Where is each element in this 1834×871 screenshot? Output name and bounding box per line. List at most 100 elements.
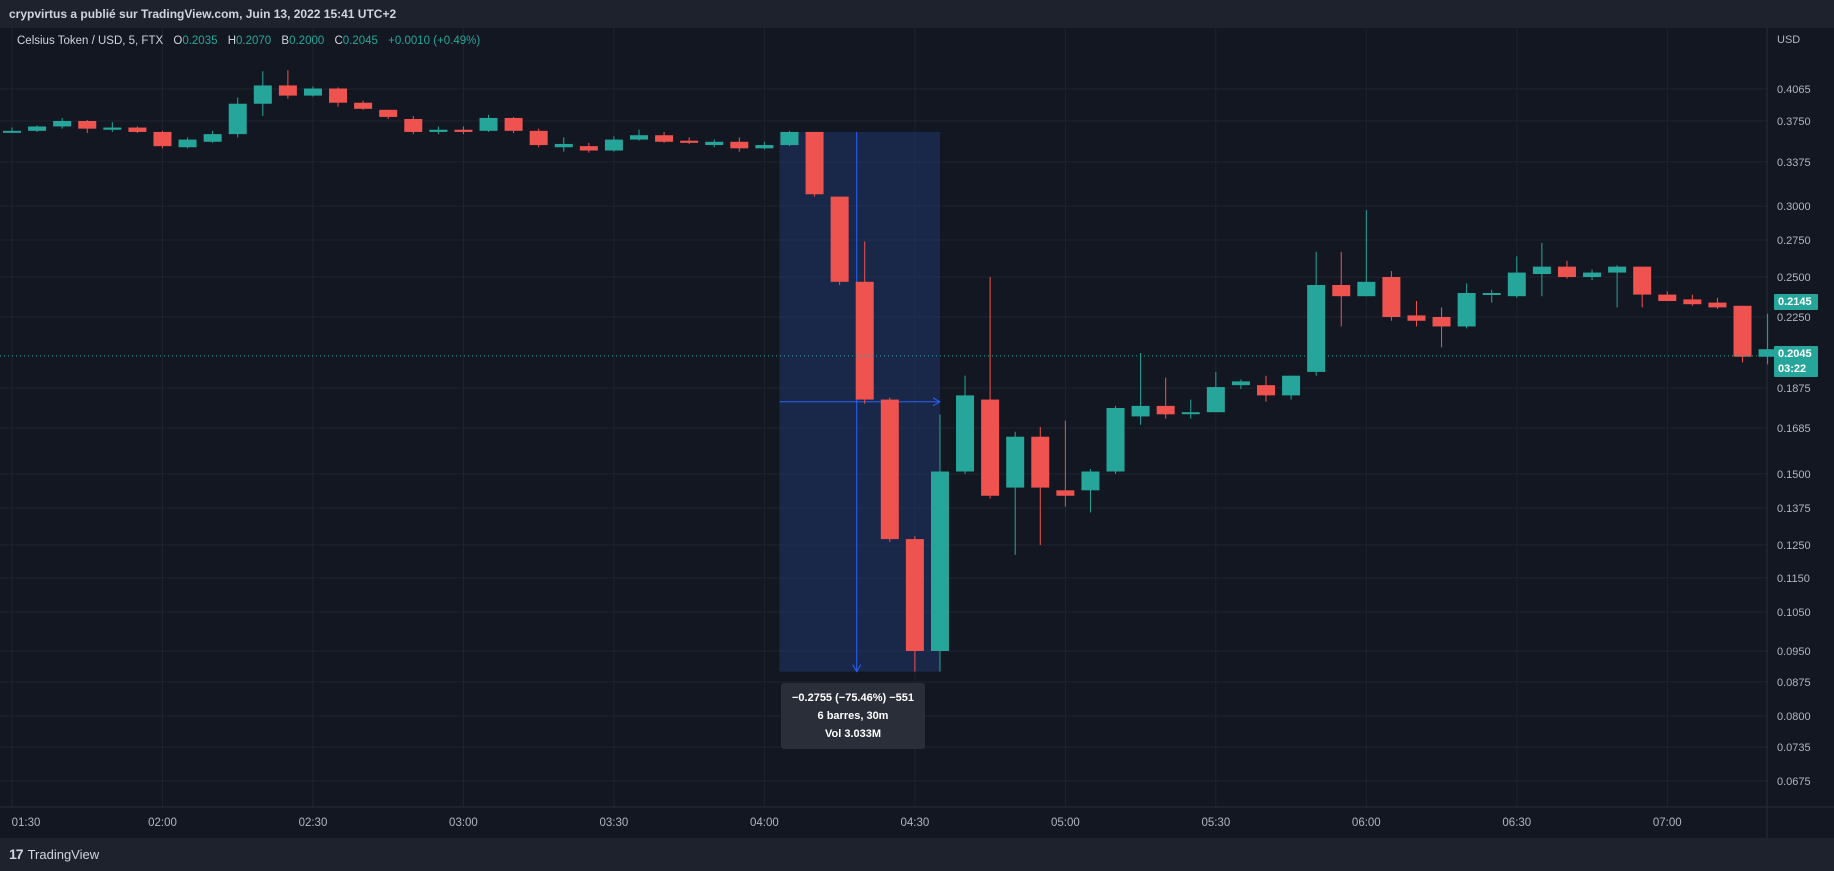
candle-body — [730, 141, 749, 149]
y-tick-label: 0.0735 — [1777, 742, 1811, 754]
candle-body — [981, 399, 1000, 496]
candle-body — [404, 118, 423, 132]
y-tick-label: 0.1150 — [1777, 573, 1810, 585]
candle-body — [203, 134, 222, 142]
candle-body — [1432, 317, 1451, 327]
countdown-label: 03:22 — [1778, 363, 1807, 375]
candle-body — [1683, 299, 1702, 305]
current-price-tag: 0.2045 03:22 — [1774, 346, 1818, 377]
candle-body — [103, 127, 122, 130]
candle-body — [805, 131, 824, 195]
candle-body — [905, 539, 924, 651]
measure-change: −0.2755 (−75.46%) −551 — [791, 692, 914, 704]
candle-body — [1357, 281, 1376, 297]
candle-body — [1131, 405, 1150, 417]
candle-body — [855, 281, 874, 400]
last-price-label: 0.2145 — [1778, 296, 1812, 308]
candle-body — [630, 135, 648, 140]
footer-bar: 17 TradingView — [0, 838, 1834, 871]
candle-body — [1081, 471, 1100, 491]
candle-body — [1482, 293, 1501, 295]
close-label: C — [334, 35, 343, 47]
candle-body — [554, 143, 573, 148]
candle-body — [1407, 315, 1426, 321]
candle-body — [604, 139, 623, 151]
candle-body — [153, 131, 172, 147]
tradingview-logo[interactable]: 17 TradingView — [9, 846, 99, 862]
candle-body — [1708, 302, 1727, 308]
y-tick-label: 0.0800 — [1777, 711, 1811, 723]
low-value: 0.2000 — [289, 35, 325, 47]
last-price-tag: 0.2145 — [1774, 294, 1818, 310]
candle-body — [1307, 285, 1326, 372]
publisher-line: crypvirtus a publié sur TradingView.com,… — [9, 7, 397, 21]
low-label: B — [281, 35, 290, 47]
candle-body — [1056, 490, 1075, 496]
y-tick-label: 0.1875 — [1777, 383, 1811, 395]
change-value: +0.0010 (+0.49%) — [388, 35, 481, 47]
y-tick-label: 0.0950 — [1777, 646, 1811, 658]
candle-body — [454, 129, 473, 132]
candle-body — [1031, 436, 1050, 488]
candle-body — [329, 88, 348, 103]
candle-body — [1156, 405, 1175, 415]
candle-body — [1733, 305, 1752, 357]
candle-body — [278, 85, 297, 96]
y-tick-label: 0.1375 — [1777, 503, 1811, 515]
y-tick-label: 0.3375 — [1777, 157, 1811, 169]
candle-body — [1658, 294, 1677, 301]
x-tick-label: 04:00 — [750, 817, 779, 829]
candle-body — [1457, 293, 1476, 327]
high-value: 0.2070 — [236, 35, 272, 47]
candle-body — [1206, 387, 1225, 413]
publisher-header: crypvirtus a publié sur TradingView.com,… — [0, 0, 1834, 28]
measure-volume: Vol 3.033M — [824, 728, 882, 740]
open-value: 0.2035 — [182, 35, 218, 47]
candle-body — [930, 471, 949, 651]
x-tick-label: 06:30 — [1502, 817, 1531, 829]
candle-body — [128, 127, 147, 132]
x-tick-label: 05:30 — [1201, 817, 1230, 829]
candle-body — [680, 140, 699, 143]
candle-body — [228, 103, 247, 135]
candle-body — [755, 145, 774, 149]
y-tick-label: 0.2250 — [1777, 312, 1811, 324]
candle-body — [579, 146, 598, 151]
candle-body — [830, 196, 849, 282]
tradingview-mark-icon: 17 — [9, 846, 24, 862]
candle-body — [1332, 285, 1351, 297]
x-tick-label: 01:30 — [12, 817, 41, 829]
candle-body — [655, 135, 674, 142]
y-tick-label: 0.1250 — [1777, 540, 1811, 552]
candle-body — [1231, 381, 1250, 386]
y-axis-unit: USD — [1777, 34, 1800, 46]
candle-body — [1507, 272, 1526, 297]
candle-body — [479, 117, 498, 131]
candle-body — [956, 395, 975, 472]
candle-body — [1532, 266, 1551, 275]
x-tick-label: 02:30 — [299, 817, 328, 829]
candle-body — [705, 141, 724, 146]
high-label: H — [227, 35, 237, 47]
measure-arrow-right — [932, 397, 941, 407]
symbol-legend: Celsius Token / USD, 5, FTX O0.2035 H0.2… — [17, 35, 480, 47]
candle-body — [53, 121, 72, 127]
y-tick-label: 0.2500 — [1777, 272, 1811, 284]
candle-body — [1282, 375, 1301, 396]
y-tick-label: 0.1050 — [1777, 607, 1811, 619]
current-price-label: 0.2045 — [1778, 348, 1812, 360]
y-tick-label: 0.1685 — [1777, 423, 1811, 435]
candle-body — [880, 399, 899, 540]
candle-body — [429, 129, 448, 132]
candle-body — [1382, 277, 1401, 317]
measure-info-box: −0.2755 (−75.46%) −551 6 barres, 30m Vol… — [781, 683, 925, 749]
x-tick-label: 03:00 — [449, 817, 478, 829]
y-tick-label: 0.3750 — [1777, 116, 1811, 128]
close-value: 0.2045 — [342, 35, 378, 47]
y-tick-label: 0.0875 — [1777, 677, 1811, 689]
candle-body — [529, 130, 548, 146]
candle-body — [504, 117, 523, 131]
candle-body — [3, 130, 21, 133]
candlestick-chart[interactable]: 0.4065 0.3750 0.3375 0.3000 0.2750 0.2500 0.22… — [0, 28, 1834, 838]
candle-body — [303, 88, 322, 96]
